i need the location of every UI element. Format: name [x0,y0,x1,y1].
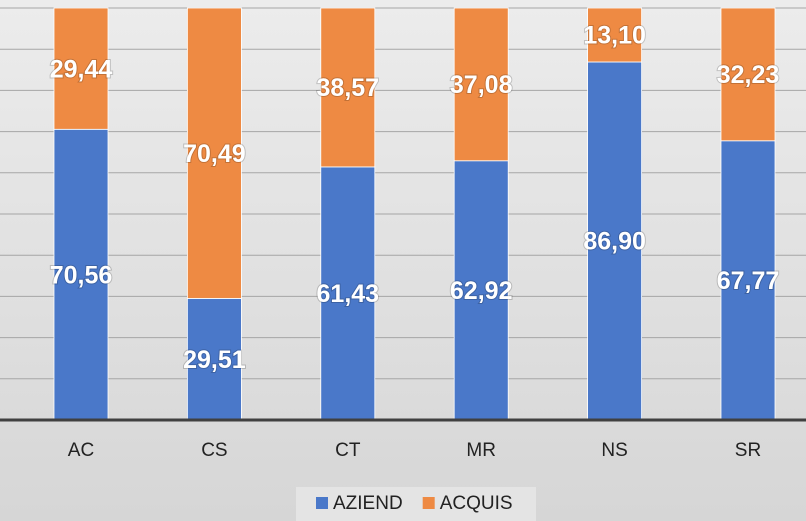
data-label: 38,57 [317,74,380,102]
data-label: 13,10 [583,22,646,50]
legend-swatch [316,497,328,509]
x-tick-label: AC [68,440,94,461]
bar-segment [186,7,242,299]
bar-segment [720,7,776,142]
legend-box [296,487,536,521]
x-tick-label: NS [601,440,627,461]
data-label: 67,77 [717,267,780,295]
x-tick-label: CT [335,440,361,461]
bar-segment [320,7,376,168]
bar-segment [720,140,776,421]
bar-segment [453,160,509,421]
legend-label: ACQUIS [440,493,513,514]
legend-swatch [422,497,435,509]
bar-segment [587,61,642,421]
legend-label: AZIEND [333,493,403,514]
data-label: 86,90 [583,228,646,256]
x-tick-label: SR [735,440,761,461]
x-tick-label: CS [201,440,227,461]
bar-segment [186,298,242,421]
data-label: 70,56 [50,261,113,289]
bar-segment [453,7,509,162]
bar-segment [53,7,109,130]
data-label: 29,44 [50,55,113,83]
data-label: 61,43 [317,280,380,308]
data-label: 32,23 [717,61,780,89]
data-label: 70,49 [183,140,246,168]
bar-segment [587,7,642,63]
bar-segment [320,166,376,421]
x-tick-label: MR [466,440,496,461]
data-label: 62,92 [450,277,513,305]
data-label: 37,08 [450,71,513,99]
bar-segment [53,128,109,421]
data-label: 29,51 [183,346,246,374]
